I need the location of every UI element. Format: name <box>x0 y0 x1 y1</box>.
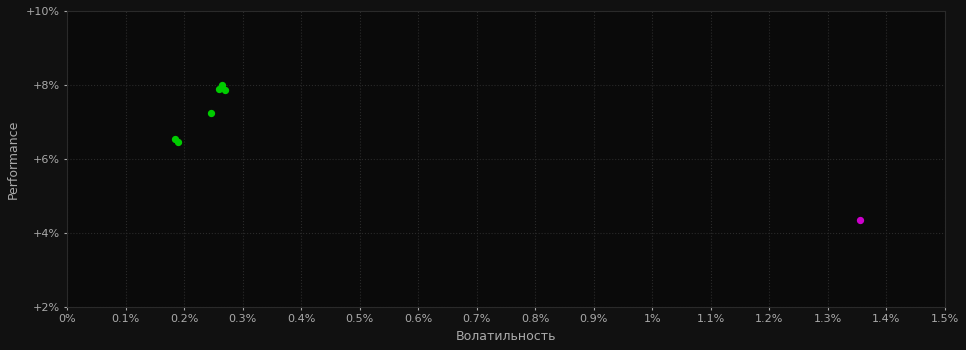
Point <box>171 139 186 145</box>
Point <box>212 86 227 91</box>
Point <box>168 136 184 141</box>
X-axis label: Волатильность: Волатильность <box>456 330 556 343</box>
Point <box>214 82 230 88</box>
Point <box>203 110 218 116</box>
Y-axis label: Performance: Performance <box>7 119 20 198</box>
Point <box>217 88 233 93</box>
Point <box>852 217 867 223</box>
